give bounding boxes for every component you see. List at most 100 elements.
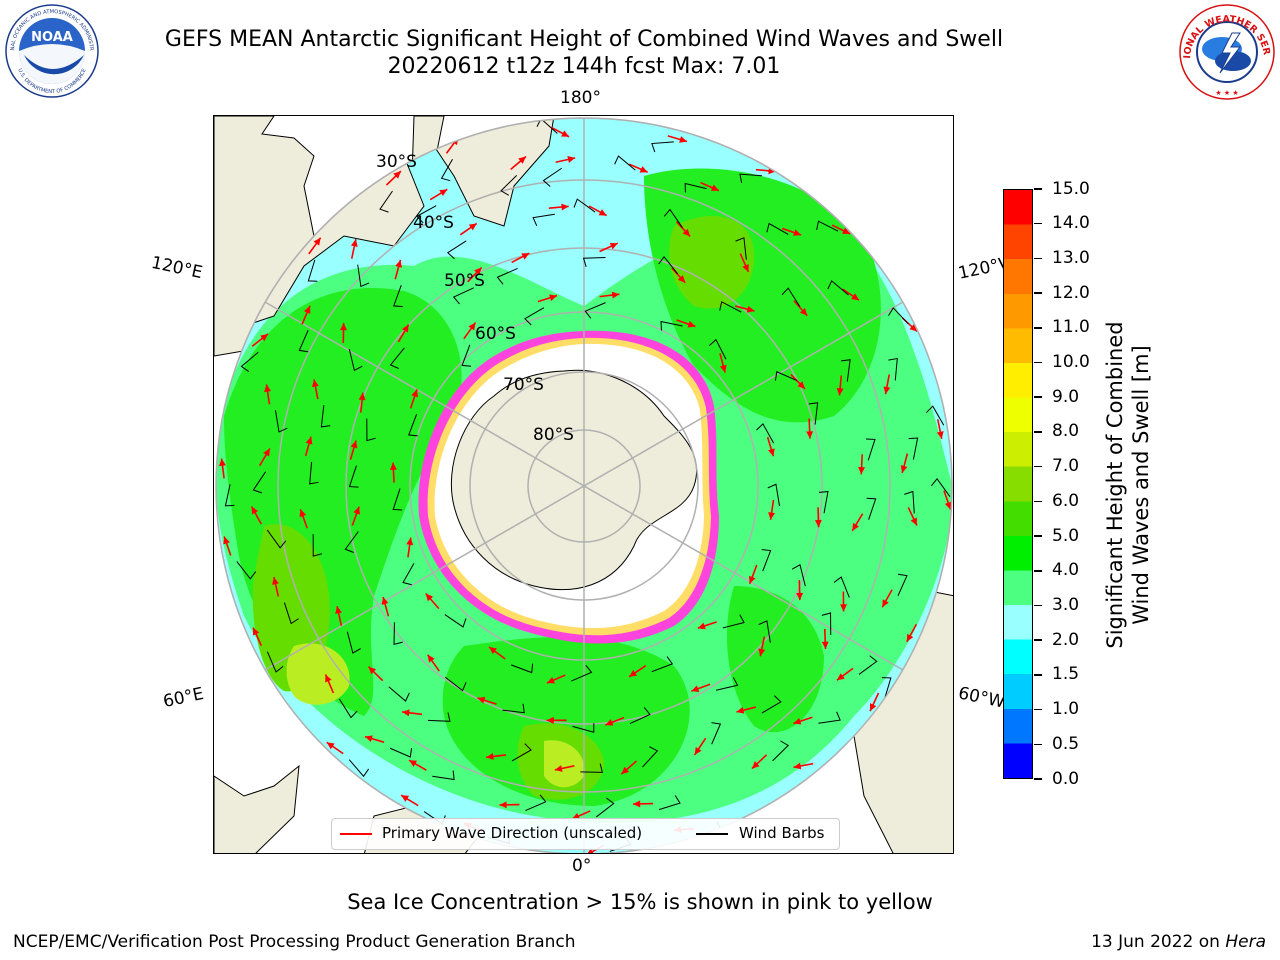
wave-arrowhead [325,674,332,683]
wind-barb [274,410,288,433]
wind-barb [767,483,780,507]
wave-arrowhead [264,384,271,393]
colorbar-tick-label: 2.0 [1052,629,1080,650]
wind-barb [888,307,909,325]
polar-map [213,115,954,854]
wave-arrowhead [350,239,358,247]
wind-barb [532,213,555,227]
wave-arrowhead [401,795,410,802]
wind-barb [930,478,951,497]
wave-arrowhead [598,209,607,216]
wind-barb [658,255,679,275]
wind-barb [766,222,789,235]
wind-barb [739,173,762,184]
wind-barb [542,167,562,187]
wind-barb [240,351,259,373]
wave-arrowhead [719,364,727,373]
colorbar-tick-mark [1034,570,1042,572]
wave-arrowhead [311,379,319,388]
colorbar-tick-mark [1034,674,1042,676]
wave-arrowhead [518,156,526,164]
colorbar-tick-mark [1034,361,1042,364]
wind-barb [393,285,403,308]
wind-barb [388,686,410,702]
colorbar-tick-label: 1.5 [1052,664,1080,685]
svg-text:NOAA: NOAA [31,30,73,45]
chart-title: GEFS MEAN Antarctic Significant Height o… [164,27,1004,52]
wave-arrowhead [260,333,269,342]
nws-logo: NATIONAL WEATHER SERVICE ★ ★ ★ [1178,3,1275,100]
wind-barb [781,287,801,307]
wind-barb [756,423,775,444]
wave-arrowhead [906,633,914,642]
wave-arrowhead [350,440,358,449]
wave-arrowhead [611,291,620,299]
colorbar-tick-label: 14.0 [1052,213,1090,234]
wind-barb [338,698,358,719]
wind-barb [761,549,772,572]
wind-barb [580,763,603,773]
wind-barb [524,307,545,326]
wave-arrowhead [840,604,847,612]
lon-label-60e: 60°E [161,683,206,713]
wind-barb [444,676,467,692]
wind-barb [402,563,415,586]
wave-3-4m-drake [726,586,824,733]
wave-arrowhead [633,800,641,808]
wave-arrowhead [910,517,917,526]
wind-barb [348,759,370,778]
wave-arrowhead [751,761,760,769]
chart-subtitle: 20220612 t12z 144h fcst Max: 7.01 [387,54,781,79]
wind-barb [735,237,747,260]
wind-barb [758,620,771,643]
wind-barb [642,746,659,768]
wind-barb [307,259,318,282]
colorbar-tick-label: 10.0 [1052,352,1090,373]
colorbar-tick-label: 6.0 [1052,490,1080,511]
wind-barb [357,264,370,288]
wind-barb [440,159,453,182]
wind-barb [309,461,319,485]
wave-arrowhead [272,577,279,585]
wind-barb [772,740,789,762]
colorbar-title: Significant Height of Combined Wind Wave… [1102,275,1154,695]
wind-barb [461,344,472,367]
footer-organization: NCEP/EMC/Verification Post Processing Pr… [13,932,576,952]
wind-barb [393,622,403,645]
wave-arrowhead [821,641,829,649]
wind-barb [452,287,474,305]
wind-barb [379,190,393,213]
wave-arrowhead [381,597,389,605]
wave-arrowhead [768,448,775,457]
colorbar-tick-mark [1034,222,1042,225]
legend-barb-label: Wind Barbs [739,824,825,842]
wind-barb [818,491,829,514]
wave-arrowhead [395,259,402,268]
wave-arrowhead [546,676,555,684]
wind-barb [320,405,331,428]
wind-barb [614,155,636,171]
wave-5-6m-indian [286,643,350,705]
wind-barb [866,497,877,520]
wave-arrowhead [793,229,802,236]
wind-barb [312,534,323,557]
wave-arrowhead [836,673,845,681]
wave-arrowhead [389,462,397,470]
wind-barb [392,488,403,511]
wind-barb [881,677,892,700]
wave-arrowhead [305,436,313,445]
wave-arrowhead [252,627,260,636]
wave-arrowhead [353,506,360,515]
wave-arrowhead [694,746,702,755]
colorbar-tick-label: 7.0 [1052,456,1080,477]
wave-arrowhead [677,275,686,283]
wave-arrowhead [609,243,618,250]
colorbar-tick-mark [1034,743,1042,746]
wind-barb [716,677,739,691]
wind-barb [510,663,534,674]
wave-arrowhead [797,381,805,389]
footer-host: Hera [1225,932,1266,952]
wind-barb [858,655,878,675]
wave-arrowhead [858,466,866,475]
wave-arrowhead [687,320,696,328]
